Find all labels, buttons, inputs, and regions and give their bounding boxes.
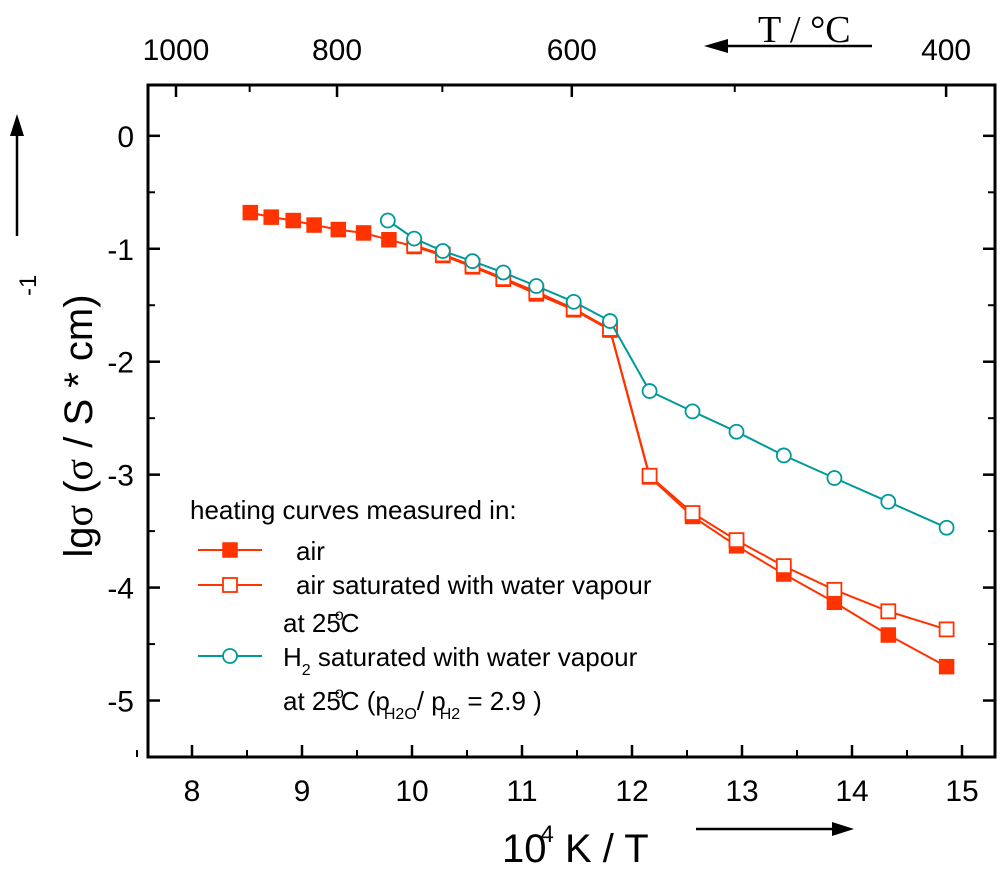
x-tick-label: 10	[395, 775, 428, 808]
data-point-h2	[602, 313, 618, 329]
data-point-h2	[528, 278, 545, 294]
x-axis-label-rest: K / T	[554, 827, 649, 871]
legend-label-h2-conditions: at 25oC (pH2O/ pH2 = 2.9 )	[283, 685, 542, 723]
legend-title: heating curves measured in:	[190, 495, 517, 525]
up-arrow-icon	[10, 114, 24, 236]
y-tick-label: -1	[107, 234, 134, 267]
y-tick-labels: 0 -1 -2 -3 -4 -5	[107, 121, 134, 719]
legend-marker-wet-air	[198, 577, 262, 593]
data-point-h2	[880, 493, 897, 510]
data-point-wet_air	[826, 581, 843, 598]
data-point-wet_air	[775, 558, 792, 575]
x-tick-label: 15	[945, 775, 978, 808]
legend-label-wet-air-temperature: at 25oC	[283, 607, 360, 638]
data-point-air	[306, 217, 322, 233]
data-point-air	[285, 212, 301, 229]
right-arrow-icon	[696, 822, 854, 836]
top-axis-tick-labels: 1000 800 600 400	[143, 34, 972, 67]
top-tick-label: 800	[312, 34, 362, 67]
data-point-h2	[464, 253, 481, 270]
y-tick-label: -4	[107, 573, 134, 606]
data-point-air	[880, 627, 897, 643]
top-axis-label: T / °C	[758, 9, 851, 51]
top-tick-label: 600	[547, 34, 597, 67]
y-axis-label: lgσ (σ / S * cm)	[56, 294, 101, 557]
y-axis-label-exponent: -1	[15, 275, 42, 296]
legend-marker-air	[198, 542, 262, 558]
series-air	[242, 204, 955, 675]
data-point-h2	[728, 423, 745, 440]
axis-ticks	[136, 85, 995, 758]
top-tick-label: 1000	[143, 34, 210, 67]
data-point-h2	[938, 519, 955, 536]
data-point-h2	[434, 243, 451, 259]
series-layer	[242, 204, 955, 675]
x-axis-label-exponent: 4	[541, 821, 554, 848]
data-point-air	[330, 221, 347, 238]
data-point-wet_air	[938, 621, 955, 638]
data-point-wet_air	[641, 467, 658, 484]
legend-marker-h2	[198, 648, 262, 664]
data-point-h2	[495, 264, 512, 281]
svg-text:lgσ (σ / S * cm): lgσ (σ / S * cm)	[56, 294, 101, 557]
y-tick-label: -2	[107, 347, 134, 380]
data-point-air	[263, 209, 279, 225]
top-tick-label: 400	[921, 34, 971, 67]
x-tick-labels: 8 9 10 11 12 13 14 15	[184, 775, 979, 808]
data-point-h2	[684, 403, 701, 420]
data-point-h2	[406, 230, 423, 247]
legend-label-air: air	[296, 536, 325, 566]
x-tick-label: 14	[835, 775, 868, 808]
x-tick-label: 12	[615, 775, 648, 808]
data-point-h2	[775, 447, 792, 464]
x-axis-label-base: 10	[502, 827, 547, 871]
x-tick-label: 13	[725, 775, 758, 808]
data-point-h2	[641, 383, 658, 399]
data-point-h2	[565, 293, 582, 310]
data-point-air	[381, 231, 397, 248]
legend-label-wet-air: air saturated with water vapour	[296, 570, 652, 600]
y-tick-label: 0	[117, 121, 134, 154]
data-point-wet_air	[728, 532, 745, 549]
x-tick-label: 11	[506, 775, 537, 808]
x-axis-label: 104 K / T	[502, 821, 649, 871]
data-point-wet_air	[684, 505, 701, 521]
legend: heating curves measured in: air air satu…	[190, 495, 652, 723]
y-tick-label: -5	[107, 686, 134, 719]
legend-label-h2: H2 saturated with water vapour	[283, 642, 638, 679]
data-point-air	[938, 658, 955, 675]
series-h2	[379, 212, 955, 536]
data-point-air	[355, 225, 372, 241]
series-wet_air	[406, 237, 955, 638]
y-tick-label: -3	[107, 460, 134, 493]
data-point-wet_air	[880, 603, 897, 620]
left-arrow-icon	[704, 39, 872, 53]
data-point-air	[242, 204, 259, 221]
data-point-h2	[379, 212, 396, 229]
x-tick-label: 8	[184, 775, 201, 808]
data-point-h2	[826, 470, 843, 486]
x-tick-label: 9	[294, 775, 311, 808]
